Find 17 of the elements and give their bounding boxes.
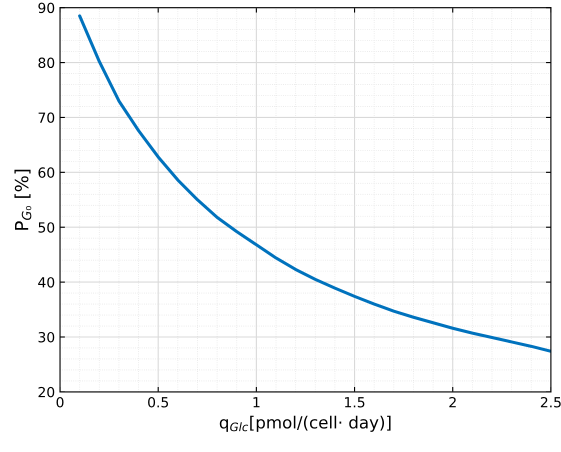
x-tick-label: 0 xyxy=(56,396,64,408)
y-tick-label: 80 xyxy=(38,58,54,68)
y-tick-label: 50 xyxy=(38,222,54,233)
line-series xyxy=(78,14,551,353)
y-axis-title: P$_{G₀}$ [%] xyxy=(14,170,32,230)
x-tick-label: 1.5 xyxy=(345,397,364,408)
y-tick-label: 40 xyxy=(38,277,54,288)
y-tick-label: 70 xyxy=(38,112,54,123)
x-tick-label: 2 xyxy=(449,396,456,408)
x-tick-label: 2.5 xyxy=(540,396,561,408)
y-tick-label: 90 xyxy=(38,2,54,14)
x-tick-label: 0.5 xyxy=(148,396,168,408)
y-tick-label: 20 xyxy=(38,386,54,398)
y-tick-label: 30 xyxy=(38,332,54,342)
x-tick-label: 1 xyxy=(253,397,260,408)
y-tick-label: 60 xyxy=(38,167,54,178)
x-axis-title: q$_{Glc}$[pmol/(cell· day)] xyxy=(220,416,391,432)
